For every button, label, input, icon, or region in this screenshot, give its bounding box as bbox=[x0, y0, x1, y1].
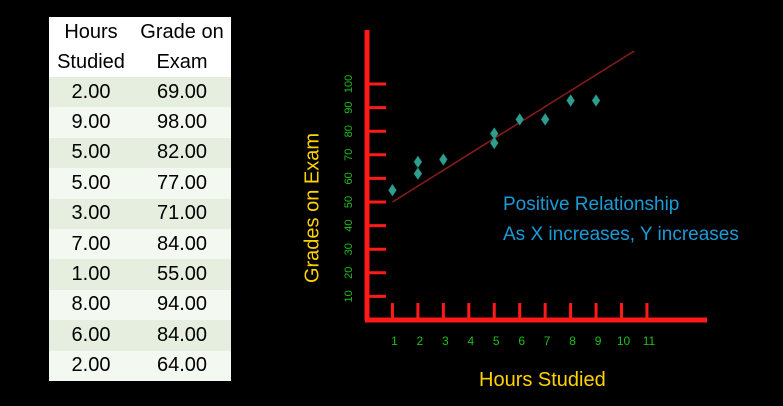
header-line: Grade on bbox=[140, 21, 224, 43]
x-tick-label: 4 bbox=[467, 334, 474, 348]
header-hours-studied: Hours Studied bbox=[49, 17, 133, 77]
x-tick-label: 3 bbox=[442, 334, 449, 348]
table-row: 7.00 84.00 bbox=[49, 228, 231, 260]
data-point bbox=[489, 136, 499, 150]
table-row: 2.00 69.00 bbox=[49, 77, 231, 108]
table-row: 5.00 77.00 bbox=[49, 168, 231, 199]
table-cell: 94.00 bbox=[156, 293, 208, 316]
x-tick-label: 2 bbox=[417, 334, 424, 348]
x-tick-label: 11 bbox=[643, 334, 656, 348]
x-tick-label: 1 bbox=[391, 334, 398, 348]
x-tick-label: 9 bbox=[595, 334, 602, 348]
table-header-row: Hours Studied Grade on Exam bbox=[49, 17, 231, 77]
table-row: 5.00 82.00 bbox=[49, 137, 231, 169]
table-cell: 5.00 bbox=[71, 171, 111, 194]
table-cell: 2.00 bbox=[71, 354, 111, 377]
header-line: Hours bbox=[64, 21, 118, 43]
table-row: 2.00 64.00 bbox=[49, 350, 231, 381]
table-cell: 77.00 bbox=[156, 171, 208, 194]
x-tick-label: 10 bbox=[617, 334, 631, 348]
data-point bbox=[388, 183, 397, 197]
table-cell: 1.00 bbox=[71, 263, 111, 286]
data-point bbox=[413, 155, 423, 169]
table-row: 8.00 94.00 bbox=[49, 289, 231, 321]
y-tick-label: 60 bbox=[343, 172, 355, 184]
trend-line bbox=[392, 50, 635, 203]
y-tick-label: 30 bbox=[343, 243, 355, 255]
data-point bbox=[591, 94, 601, 107]
x-tick-label: 5 bbox=[493, 334, 500, 348]
table-cell: 64.00 bbox=[156, 354, 208, 377]
table-cell: 84.00 bbox=[156, 323, 208, 346]
y-tick-label: 80 bbox=[343, 125, 355, 137]
annotation-x-increases-y-increases: As X increases, Y increases bbox=[503, 224, 739, 245]
data-table: Hours Studied Grade on Exam 2.00 69.00 9.… bbox=[49, 17, 231, 381]
x-tick-label: 8 bbox=[569, 334, 576, 348]
y-tick-label: 40 bbox=[343, 219, 355, 231]
table-cell: 9.00 bbox=[71, 111, 111, 134]
header-line: Studied bbox=[57, 51, 125, 73]
y-tick-label: 70 bbox=[343, 149, 355, 161]
header-line: Exam bbox=[156, 51, 208, 73]
table-cell: 98.00 bbox=[156, 111, 208, 134]
table-cell: 2.00 bbox=[71, 80, 111, 103]
y-axis-label: Grades on Exam bbox=[301, 132, 324, 284]
table-cell: 6.00 bbox=[71, 323, 111, 346]
data-point bbox=[540, 112, 550, 126]
x-axis-label: Hours Studied bbox=[479, 369, 606, 391]
table-cell: 71.00 bbox=[156, 202, 208, 225]
data-point bbox=[413, 167, 423, 181]
table-row: 6.00 84.00 bbox=[49, 320, 231, 351]
y-tick-label: 50 bbox=[343, 196, 355, 208]
data-point bbox=[439, 153, 448, 166]
table-cell: 8.00 bbox=[71, 293, 111, 316]
table-cell: 82.00 bbox=[156, 141, 208, 164]
annotation-positive-relationship: Positive Relationship bbox=[503, 194, 680, 215]
table-cell: 3.00 bbox=[71, 202, 111, 225]
table-row: 1.00 55.00 bbox=[49, 259, 231, 290]
data-point bbox=[515, 112, 525, 126]
header-grade-on-exam: Grade on Exam bbox=[133, 17, 231, 77]
table-cell: 69.00 bbox=[156, 80, 208, 103]
table-row: 9.00 98.00 bbox=[49, 107, 231, 138]
table-cell: 5.00 bbox=[71, 141, 111, 164]
table-cell: 84.00 bbox=[156, 232, 208, 255]
y-tick-label: 10 bbox=[343, 290, 355, 302]
x-tick-label: 6 bbox=[518, 334, 525, 348]
y-tick-label: 100 bbox=[343, 75, 355, 93]
x-tick-label: 7 bbox=[544, 334, 551, 348]
table-cell: 7.00 bbox=[71, 232, 111, 255]
y-tick-label: 90 bbox=[343, 101, 355, 113]
y-tick-label: 20 bbox=[343, 267, 355, 279]
data-point bbox=[566, 94, 575, 107]
table-cell: 55.00 bbox=[156, 263, 208, 286]
table-row: 3.00 71.00 bbox=[49, 198, 231, 229]
